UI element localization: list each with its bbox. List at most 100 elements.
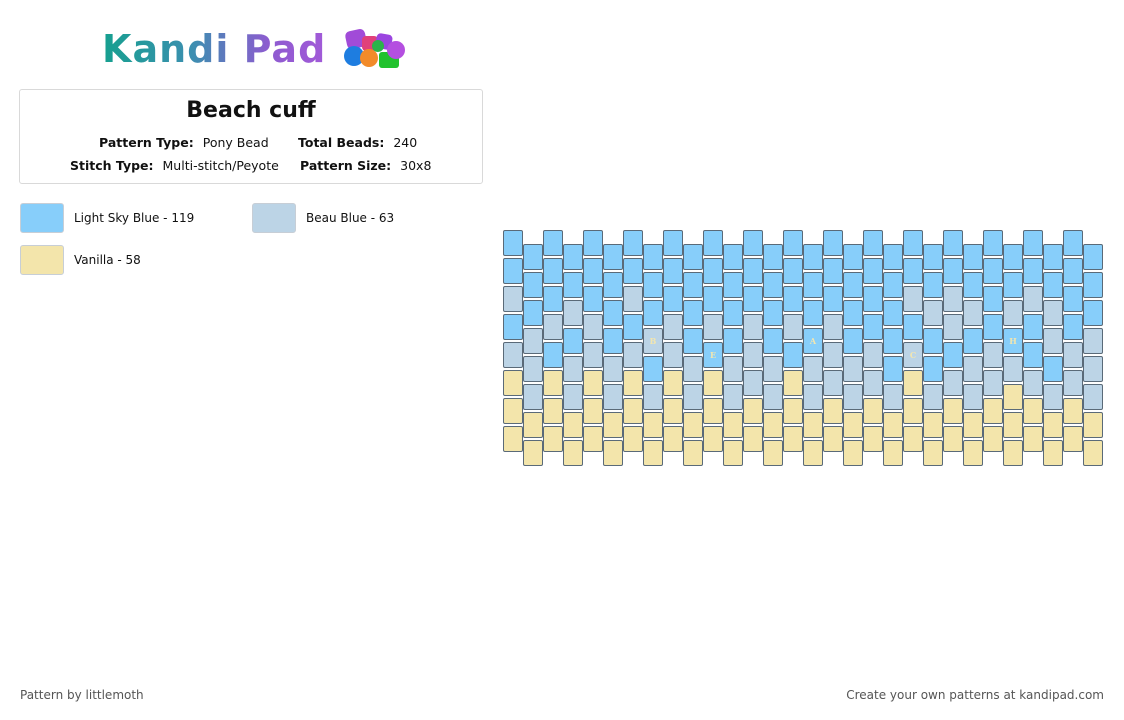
color-swatch <box>20 203 64 233</box>
bead <box>1043 300 1063 326</box>
bead <box>923 384 943 410</box>
bead <box>523 300 543 326</box>
bead <box>883 440 903 466</box>
bead <box>963 356 983 382</box>
bead <box>923 412 943 438</box>
bead <box>1003 440 1023 466</box>
bead <box>503 398 523 424</box>
bead <box>863 426 883 452</box>
bead <box>523 384 543 410</box>
pattern-size-row: Pattern Size: 30x8 <box>300 158 431 173</box>
bead <box>603 440 623 466</box>
bead <box>943 230 963 256</box>
pattern-type-label: Pattern Type: <box>99 135 194 150</box>
bead <box>763 328 783 354</box>
bead <box>743 314 763 340</box>
bead <box>923 356 943 382</box>
bead <box>783 426 803 452</box>
bead <box>583 286 603 312</box>
bead <box>723 412 743 438</box>
bead <box>583 398 603 424</box>
bead <box>743 398 763 424</box>
bead <box>783 230 803 256</box>
bead <box>803 272 823 298</box>
bead <box>763 440 783 466</box>
bead <box>543 342 563 368</box>
bead: H <box>1003 328 1023 354</box>
stitch-type-label: Stitch Type: <box>70 158 154 173</box>
stitch-type-value: Multi-stitch/Peyote <box>162 158 279 173</box>
bead <box>903 314 923 340</box>
bead <box>1023 314 1043 340</box>
bead <box>923 244 943 270</box>
bead <box>683 300 703 326</box>
pattern-type-value: Pony Bead <box>202 135 269 150</box>
bead <box>683 244 703 270</box>
bead <box>583 230 603 256</box>
bead <box>723 356 743 382</box>
bead <box>1043 244 1063 270</box>
kandipad-link[interactable]: Create your own patterns at kandipad.com <box>846 688 1104 702</box>
bead <box>943 342 963 368</box>
bead <box>863 286 883 312</box>
bead <box>763 356 783 382</box>
bead <box>703 314 723 340</box>
bead <box>1043 384 1063 410</box>
bead <box>523 440 543 466</box>
bead <box>963 440 983 466</box>
bead <box>983 286 1003 312</box>
bead <box>943 398 963 424</box>
bead <box>563 440 583 466</box>
bead <box>863 342 883 368</box>
bead <box>963 412 983 438</box>
bead <box>703 426 723 452</box>
bead <box>1003 412 1023 438</box>
bead <box>643 300 663 326</box>
bead <box>503 426 523 452</box>
bead <box>563 244 583 270</box>
bead <box>783 286 803 312</box>
bead <box>623 370 643 396</box>
bead <box>1023 258 1043 284</box>
bead <box>503 286 523 312</box>
bead <box>843 440 863 466</box>
bead <box>723 328 743 354</box>
bead <box>943 370 963 396</box>
bead <box>763 244 783 270</box>
bead <box>563 412 583 438</box>
bead <box>823 398 843 424</box>
pattern-size-value: 30x8 <box>400 158 432 173</box>
bead <box>663 426 683 452</box>
bead <box>623 426 643 452</box>
bead <box>543 426 563 452</box>
bead <box>823 286 843 312</box>
bead <box>763 412 783 438</box>
bead <box>523 328 543 354</box>
bead <box>823 230 843 256</box>
bead <box>843 300 863 326</box>
bead <box>823 342 843 368</box>
bead <box>1003 272 1023 298</box>
bead <box>1083 356 1103 382</box>
bead <box>1023 426 1043 452</box>
bead <box>663 314 683 340</box>
bead <box>583 426 603 452</box>
bead <box>823 370 843 396</box>
bead <box>1043 328 1063 354</box>
bead <box>643 412 663 438</box>
bead <box>703 230 723 256</box>
bead <box>583 258 603 284</box>
bead <box>783 398 803 424</box>
bead <box>683 440 703 466</box>
bead <box>663 230 683 256</box>
bead <box>963 300 983 326</box>
bead <box>603 300 623 326</box>
bead <box>943 314 963 340</box>
bead <box>823 426 843 452</box>
bead <box>803 440 823 466</box>
pattern-info-card: Beach cuff Pattern Type: Pony Bead Total … <box>19 89 483 184</box>
bead <box>1063 426 1083 452</box>
bead: C <box>903 342 923 368</box>
bead <box>503 230 523 256</box>
brand-logo[interactable]: Kandi Pad <box>102 26 416 72</box>
